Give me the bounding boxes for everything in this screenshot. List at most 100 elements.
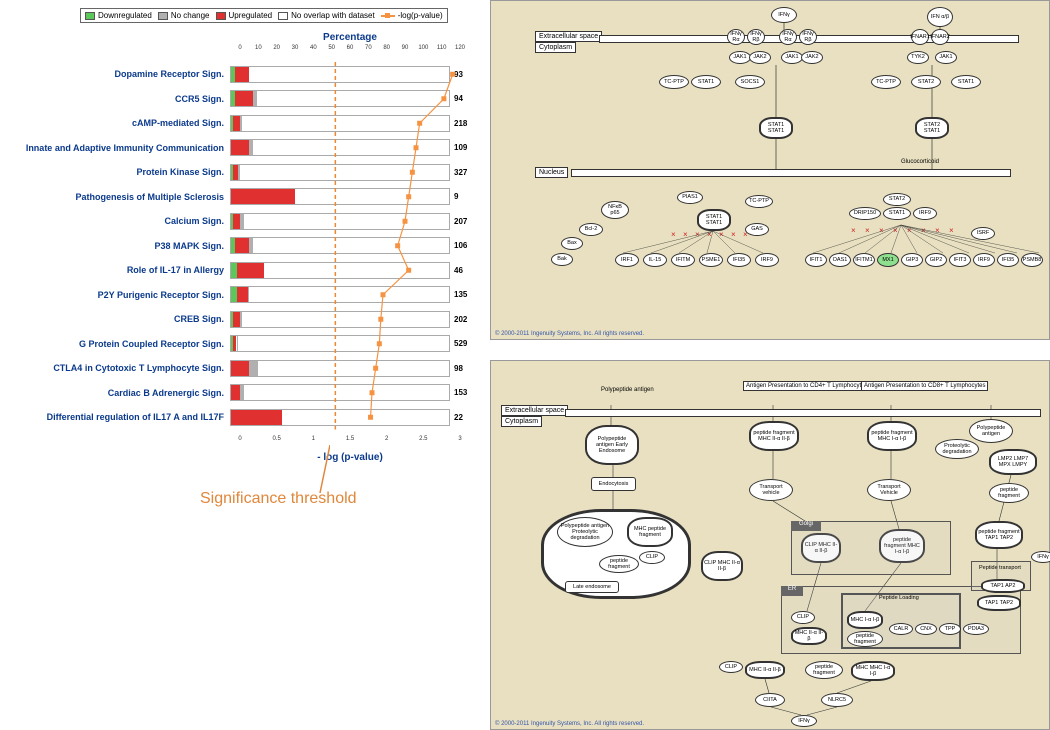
- pathway-node: IFNAR2: [931, 29, 949, 45]
- pathway-node: IFI35: [727, 253, 751, 267]
- pathway-node: JAK2: [801, 51, 823, 64]
- pathway-node: JAK2: [749, 51, 771, 64]
- label-loading: Peptide Loading: [879, 595, 919, 601]
- top-axis-title: Percentage: [240, 32, 460, 43]
- pathway-node: SOCS1: [735, 75, 765, 89]
- pathway-node: Bax: [561, 237, 583, 250]
- row-label: CCR5 Sign.: [0, 94, 230, 104]
- row-label: Role of IL-17 in Allergy: [0, 265, 230, 275]
- label-cd8: Antigen Presentation to CD8+ T Lymphocyt…: [861, 381, 988, 391]
- svg-text:×: ×: [907, 226, 912, 235]
- bar: [230, 384, 450, 401]
- pathway-node: CLIP: [639, 551, 665, 564]
- pathway-node: Endocytosis: [591, 477, 636, 491]
- pathway-node: Polypeptide antigen: [969, 419, 1013, 443]
- pathway-node: TYK2: [907, 51, 929, 64]
- pathway-node: IRF1: [615, 253, 639, 267]
- chart-row: P38 MAPK Sign.106: [0, 234, 480, 259]
- pathway-node: Proteolytic degradation: [935, 439, 979, 459]
- bar: [230, 262, 450, 279]
- pathway-node: Transport Vehicle: [867, 479, 911, 501]
- pathway-node: IFNγ Rβ: [747, 29, 765, 45]
- pathway-node: IFITM: [671, 253, 695, 267]
- row-label: Pathogenesis of Multiple Sclerosis: [0, 192, 230, 202]
- svg-text:×: ×: [683, 230, 688, 239]
- bar: [230, 213, 450, 230]
- label-golgi: Golgi: [791, 521, 821, 531]
- pathway-node: IFI35: [997, 253, 1019, 267]
- pathway-node: Polypeptide antigen Proteolytic degradat…: [557, 517, 613, 547]
- row-count: 135: [450, 290, 480, 299]
- pathway-node: Polypeptide antigen Early Endosome: [585, 425, 639, 465]
- top-axis: Percentage 0102030405060708090100110120: [240, 32, 460, 62]
- leg-logp: -log(p-value): [398, 11, 443, 20]
- svg-text:×: ×: [671, 230, 676, 239]
- row-label: CTLA4 in Cytotoxic T Lymphocyte Sign.: [0, 363, 230, 373]
- row-label: Innate and Adaptive Immunity Communicati…: [0, 143, 230, 153]
- bar: [230, 360, 450, 377]
- label-nucleus: Nucleus: [535, 167, 568, 178]
- chart-row: Differential regulation of IL17 A and IL…: [0, 405, 480, 430]
- row-label: P38 MAPK Sign.: [0, 241, 230, 251]
- chart-row: Dopamine Receptor Sign. 93: [0, 62, 480, 87]
- pathway-node: JAK1: [781, 51, 803, 64]
- pathway-node: JAK1: [935, 51, 957, 64]
- pathway-node: GIP3: [901, 253, 923, 267]
- leg-up: Upregulated: [229, 11, 273, 20]
- row-count: 207: [450, 217, 480, 226]
- label-cd4: Antigen Presentation to CD4+ T Lymphocyt…: [743, 381, 870, 391]
- row-label: Calcium Sign.: [0, 216, 230, 226]
- pathway-node: CLIP MHC II-α II-β: [701, 551, 743, 581]
- chart-row: Pathogenesis of Multiple Sclerosis9: [0, 185, 480, 210]
- svg-text:×: ×: [921, 226, 926, 235]
- pathway-node: IFNγ Rα: [727, 29, 745, 45]
- pathway-node: GIP2: [925, 253, 947, 267]
- chart-row: P2Y Purigenic Receptor Sign. 135: [0, 283, 480, 308]
- row-count: 94: [450, 94, 480, 103]
- label-er: ER: [781, 586, 803, 596]
- pathway-node: STAT1: [691, 75, 721, 89]
- pathway-node: TC-PTP: [871, 75, 901, 89]
- pathway-node: Late endosome: [565, 581, 619, 593]
- chart-row: cAMP-mediated Sign.218: [0, 111, 480, 136]
- pathway-node: IFNγ Rα: [779, 29, 797, 45]
- pathway-node: STAT2: [883, 193, 911, 206]
- row-label: Protein Kinase Sign.: [0, 167, 230, 177]
- pathway-node: MHC peptide fragment: [627, 517, 673, 547]
- pathway-node: IFNAR1: [911, 29, 929, 45]
- bar: [230, 139, 450, 156]
- pathway-node: STAT1 STAT1: [697, 209, 731, 231]
- chart-row: CCR5 Sign. 94: [0, 87, 480, 112]
- bar: [230, 90, 450, 107]
- row-label: CREB Sign.: [0, 314, 230, 324]
- pathway-node: JAK1: [729, 51, 751, 64]
- label-polyantigen: Polypeptide antigen: [601, 387, 654, 393]
- row-label: P2Y Purigenic Receptor Sign.: [0, 290, 230, 300]
- pathway-node: peptide fragment: [805, 661, 843, 679]
- pathway-node: STAT1 STAT1: [759, 117, 793, 139]
- row-count: 218: [450, 119, 480, 128]
- row-count: 109: [450, 143, 480, 152]
- svg-text:×: ×: [893, 226, 898, 235]
- svg-text:×: ×: [731, 230, 736, 239]
- chart-row: CTLA4 in Cytotoxic T Lymphocyte Sign.98: [0, 356, 480, 381]
- row-label: Dopamine Receptor Sign.: [0, 69, 230, 79]
- pathway-node: PIAS1: [677, 191, 703, 204]
- pathway-node: STAT1: [951, 75, 981, 89]
- svg-text:×: ×: [695, 230, 700, 239]
- pathway-node: MX1: [877, 253, 899, 267]
- pathway-node: MHC I-α I-β: [847, 611, 883, 629]
- row-count: 93: [450, 70, 480, 79]
- pathway-node: peptide fragment MHC I-α I-β: [867, 421, 917, 451]
- node-ifnab: IFN α/β: [927, 7, 953, 27]
- pathway-node: STAT1: [883, 207, 911, 220]
- pathway-node: Bcl-2: [579, 223, 603, 236]
- pathway-node: CNX: [915, 623, 937, 635]
- pathway-node: OAS1: [829, 253, 851, 267]
- pathway-node: TC-PTP: [659, 75, 689, 89]
- pathway-node: MHC MHC I-α I-β: [851, 661, 895, 681]
- pathway-node: CALR: [889, 623, 913, 635]
- bar: [230, 409, 450, 426]
- label-transport: Peptide transport: [979, 565, 1021, 571]
- bar: [230, 66, 450, 83]
